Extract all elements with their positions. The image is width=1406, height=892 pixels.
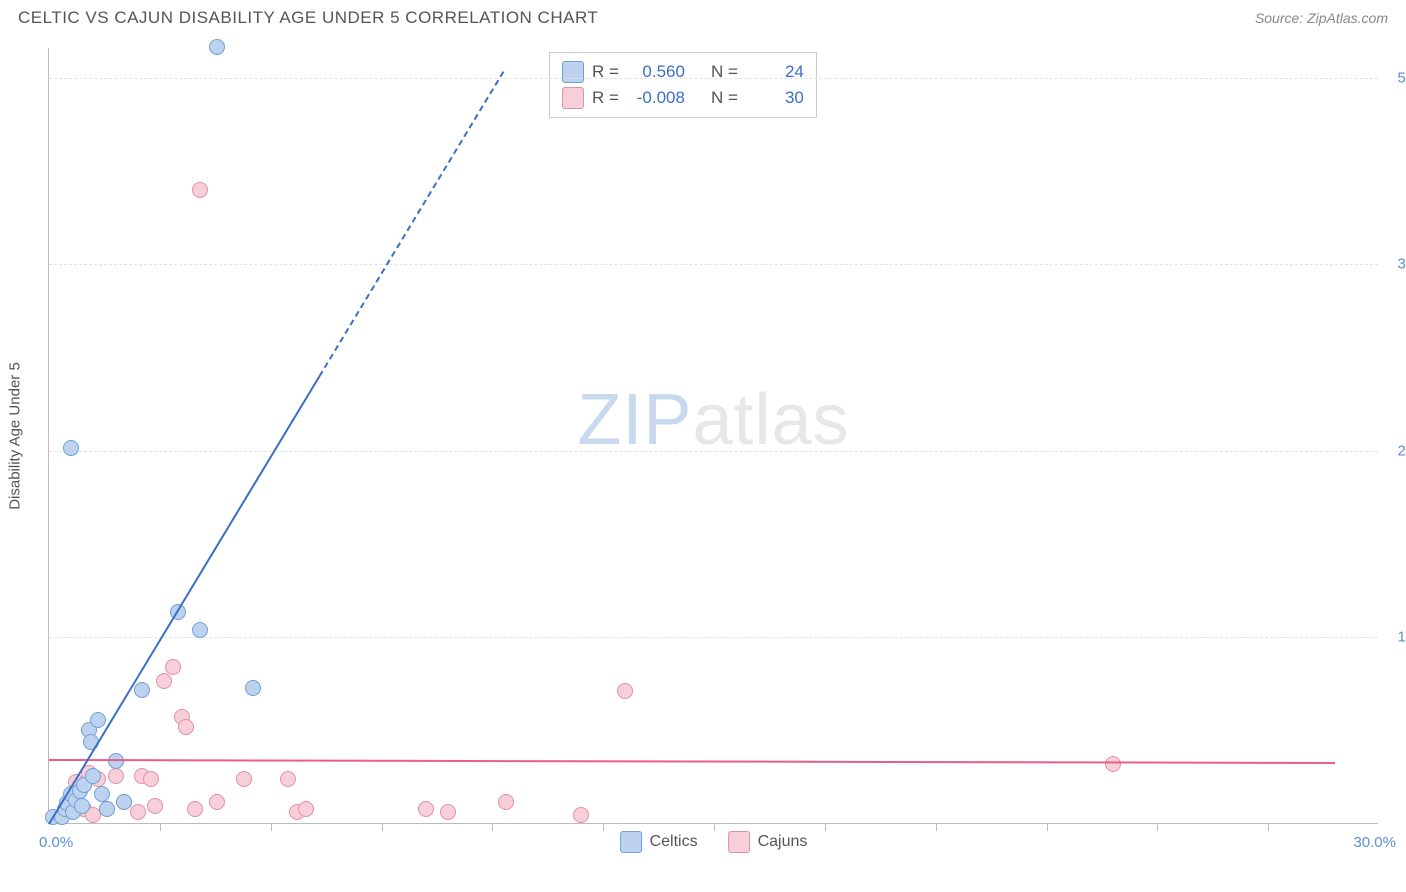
y-tick-label: 50.0% xyxy=(1385,69,1406,86)
gridline xyxy=(49,451,1378,452)
legend-item-celtics: Celtics xyxy=(620,831,698,853)
data-point xyxy=(156,673,172,689)
x-tick xyxy=(271,823,272,831)
r-label: R = xyxy=(592,85,619,111)
cajuns-swatch-icon xyxy=(562,87,584,109)
y-tick-label: 37.5% xyxy=(1385,256,1406,273)
data-point xyxy=(74,798,90,814)
data-point xyxy=(440,804,456,820)
stats-legend: R = 0.560 N = 24 R = -0.008 N = 30 xyxy=(549,52,817,118)
legend-label-celtics: Celtics xyxy=(650,833,698,851)
x-tick xyxy=(382,823,383,831)
x-tick xyxy=(603,823,604,831)
series-legend: Celtics Cajuns xyxy=(620,831,808,853)
data-point xyxy=(192,182,208,198)
data-point xyxy=(498,794,514,810)
data-point xyxy=(147,798,163,814)
n-label: N = xyxy=(711,85,738,111)
gridline xyxy=(49,264,1378,265)
data-point xyxy=(209,794,225,810)
data-point xyxy=(245,680,261,696)
chart-title: CELTIC VS CAJUN DISABILITY AGE UNDER 5 C… xyxy=(18,8,598,28)
x-tick xyxy=(160,823,161,831)
stats-row-cajuns: R = -0.008 N = 30 xyxy=(562,85,804,111)
x-tick xyxy=(714,823,715,831)
y-axis-title: Disability Age Under 5 xyxy=(7,362,24,510)
celtics-swatch-icon xyxy=(562,61,584,83)
x-tick xyxy=(1268,823,1269,831)
data-point xyxy=(134,682,150,698)
data-point xyxy=(130,804,146,820)
data-point xyxy=(165,659,181,675)
data-point xyxy=(108,768,124,784)
r-value-celtics: 0.560 xyxy=(627,59,685,85)
data-point xyxy=(63,440,79,456)
gridline xyxy=(49,637,1378,638)
data-point xyxy=(94,786,110,802)
data-point xyxy=(236,771,252,787)
chart-source: Source: ZipAtlas.com xyxy=(1255,10,1388,26)
n-label: N = xyxy=(711,59,738,85)
data-point xyxy=(1105,756,1121,772)
data-point xyxy=(187,801,203,817)
n-value-cajuns: 30 xyxy=(746,85,804,111)
gridline xyxy=(49,78,1378,79)
x-tick xyxy=(825,823,826,831)
x-tick xyxy=(492,823,493,831)
x-axis-min-label: 0.0% xyxy=(39,834,73,851)
legend-item-cajuns: Cajuns xyxy=(728,831,808,853)
x-axis-max-label: 30.0% xyxy=(1353,834,1396,851)
watermark: ZIPatlas xyxy=(577,379,849,461)
data-point xyxy=(280,771,296,787)
x-tick xyxy=(936,823,937,831)
stats-row-celtics: R = 0.560 N = 24 xyxy=(562,59,804,85)
data-point xyxy=(298,801,314,817)
data-point xyxy=(418,801,434,817)
data-point xyxy=(573,807,589,823)
data-point xyxy=(178,719,194,735)
x-tick xyxy=(1047,823,1048,831)
data-point xyxy=(209,39,225,55)
data-point xyxy=(617,683,633,699)
x-tick xyxy=(1157,823,1158,831)
r-value-cajuns: -0.008 xyxy=(627,85,685,111)
y-tick-label: 12.5% xyxy=(1385,629,1406,646)
data-point xyxy=(85,768,101,784)
chart-plot-area: Disability Age Under 5 0.0% 30.0% ZIPatl… xyxy=(48,48,1378,824)
legend-label-cajuns: Cajuns xyxy=(758,833,808,851)
r-label: R = xyxy=(592,59,619,85)
data-point xyxy=(90,712,106,728)
data-point xyxy=(99,801,115,817)
data-point xyxy=(143,771,159,787)
y-tick-label: 25.0% xyxy=(1385,442,1406,459)
data-point xyxy=(116,794,132,810)
celtics-swatch-icon xyxy=(620,831,642,853)
cajuns-swatch-icon xyxy=(728,831,750,853)
data-point xyxy=(192,622,208,638)
n-value-celtics: 24 xyxy=(746,59,804,85)
